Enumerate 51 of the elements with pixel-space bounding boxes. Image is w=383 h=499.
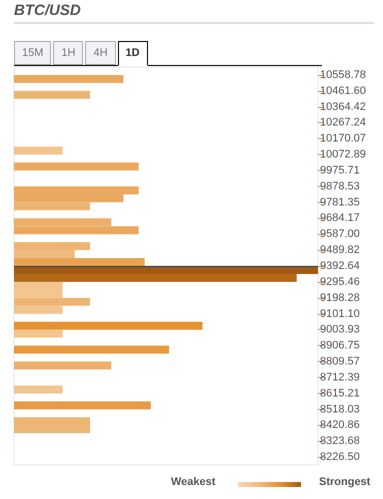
y-tick-label: 9781.35 (320, 196, 360, 208)
y-tick-label: 9684.17 (320, 212, 360, 224)
bar (14, 250, 75, 258)
text: 4H (85, 41, 116, 65)
bar (14, 346, 170, 354)
text: 15M (14, 41, 52, 65)
y-tick-label: 8615.21 (320, 387, 360, 400)
bar (14, 298, 90, 306)
y-tick-label: 10072.89 (320, 148, 366, 161)
bar (14, 258, 145, 266)
y-tick-label: 8226.50 (320, 451, 360, 464)
y-tick-label: 8712.39 (320, 371, 360, 384)
y-tick-label: 10170.07 (320, 132, 366, 145)
y-tick-label: 10364.42 (320, 100, 366, 113)
y-tick-label: 8518.03 (320, 403, 360, 416)
bar (14, 226, 139, 234)
bar (14, 146, 63, 155)
y-tick-label: 9198.28 (320, 292, 360, 304)
y-tick-label: 10267.24 (320, 116, 366, 129)
bar (14, 401, 151, 410)
bar (14, 362, 112, 370)
bar (14, 306, 63, 314)
text: 1H (53, 41, 84, 65)
bar (14, 242, 90, 250)
chart-title: BTC/USD (14, 2, 81, 19)
bar (14, 274, 297, 282)
y-tick-label: 9392.64 (320, 260, 360, 272)
bar (14, 385, 63, 394)
bar (14, 75, 124, 83)
bar (14, 322, 202, 330)
y-tick-label: 9975.71 (320, 164, 360, 176)
text: Strongest (319, 476, 370, 488)
y-tick-label: 8323.68 (320, 435, 360, 448)
text: Weakest (171, 476, 216, 488)
bar (14, 218, 112, 226)
bar (14, 330, 63, 338)
y-tick-label: 8906.75 (320, 340, 360, 352)
y-tick-label: 9295.46 (320, 276, 360, 288)
y-tick-label: 10558.78 (320, 68, 366, 81)
y-tick-label: 9587.00 (320, 228, 360, 240)
y-tick-label: 9489.82 (320, 244, 360, 256)
bar (14, 90, 90, 99)
bar (14, 202, 90, 210)
bar (14, 162, 139, 170)
y-tick-label: 8420.86 (320, 419, 360, 432)
y-tick-label: 9878.53 (320, 180, 360, 192)
y-tick-label: 8809.57 (320, 356, 360, 368)
text: 1D (118, 41, 148, 66)
y-tick-label: 10461.60 (320, 84, 366, 97)
y-tick-label: 9101.10 (320, 308, 360, 320)
y-tick-label: 9003.93 (320, 324, 360, 336)
